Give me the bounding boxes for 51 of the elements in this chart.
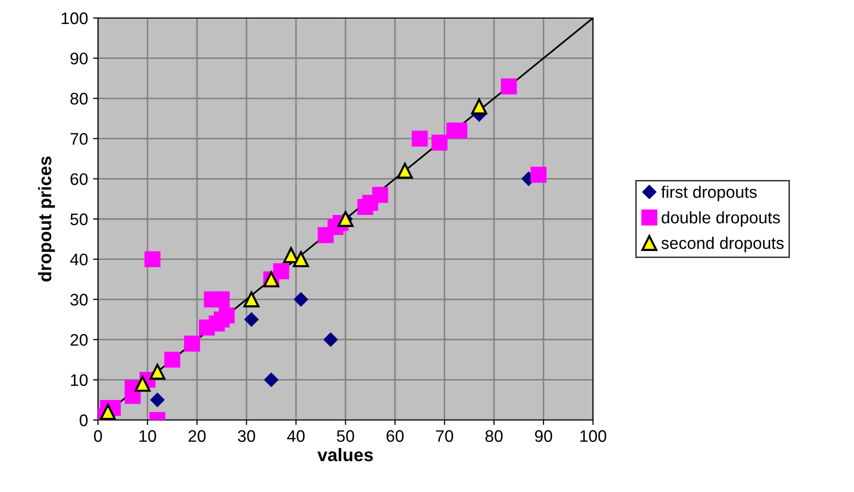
x-tick-label: 0 [94,430,102,442]
point [432,134,448,151]
x-tick-label: 50 [336,430,354,442]
legend-label: first dropouts [661,186,757,202]
x-tick-label: 90 [535,430,552,442]
point [218,307,235,324]
y-tick-label: 10 [71,374,88,386]
y-tick-label: 40 [70,254,88,266]
point [396,162,413,179]
point [471,98,488,114]
x-tick-label: 70 [436,430,454,442]
point [100,404,116,420]
point [294,292,308,307]
y-tick-label: 30 [70,294,88,306]
x-tick-label: 30 [238,430,256,442]
y-tick-label: 50 [70,213,88,226]
point [184,336,200,352]
x-tick-label: 20 [188,430,206,442]
point [150,392,165,408]
y-tick-label: 60 [70,173,88,186]
point [451,122,468,139]
point [264,372,278,388]
point [243,291,260,308]
point [214,291,230,308]
point [273,263,290,280]
point [292,251,309,268]
point [164,352,180,368]
y-tick-label: 80 [70,92,88,105]
point [372,186,388,203]
y-tick-label: 20 [70,334,88,346]
y-tick-label: 0 [80,414,88,426]
legend-label: second dropouts [661,236,784,252]
x-tick-label: 40 [287,430,305,442]
point [530,166,547,183]
point [323,332,338,347]
x-axis-title: values [317,448,373,462]
point [412,130,428,147]
x-tick-label: 80 [485,430,503,442]
y-tick-label: 100 [62,12,88,24]
point [134,376,151,392]
x-tick-label: 60 [386,430,404,442]
y-axis-title: dropout prices [38,156,55,282]
x-tick-label: 10 [140,430,156,442]
point [144,251,160,268]
point [149,364,166,380]
point [244,312,259,327]
y-tick-label: 90 [70,52,88,64]
y-tick-label: 70 [70,133,88,145]
legend-label: double dropouts [662,211,780,227]
point [500,78,517,94]
x-tick-label: 100 [580,430,606,442]
